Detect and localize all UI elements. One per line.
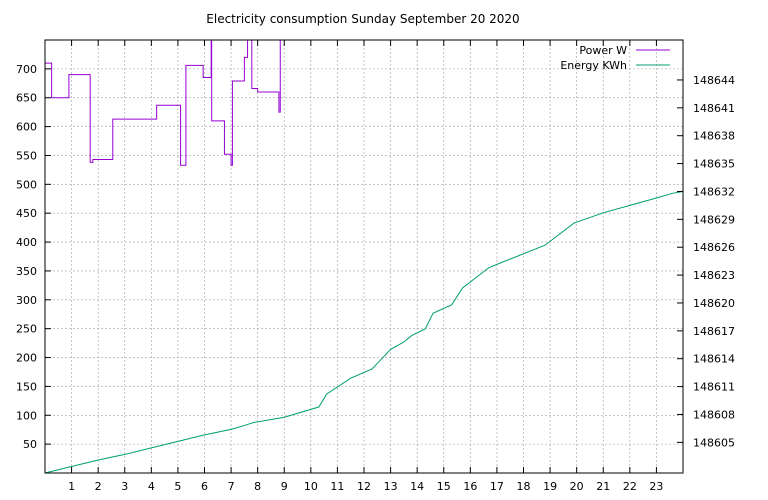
x-tick-label: 11: [330, 480, 344, 493]
left-y-tick-label: 300: [16, 294, 37, 307]
x-tick-label: 14: [410, 480, 424, 493]
left-y-tick-label: 50: [23, 438, 37, 451]
x-tick-label: 13: [384, 480, 398, 493]
right-y-tick-label: 148614: [693, 353, 735, 366]
right-y-tick-label: 148644: [693, 74, 735, 87]
x-tick-label: 3: [121, 480, 128, 493]
right-y-tick-label: 148623: [693, 269, 735, 282]
x-tick-label: 10: [304, 480, 318, 493]
energy-kwh-series-line: [44, 190, 684, 474]
gridlines: [45, 40, 683, 473]
left-y-tick-label: 150: [16, 380, 37, 393]
right-y-tick-label: 148632: [693, 185, 735, 198]
x-axis: 1 2 3 4 5 6 7 8 9 10 11 12 13 14 15 16 17 18 19 20 21 22 23: [68, 40, 663, 493]
x-tick-label: 5: [174, 480, 181, 493]
x-tick-label: 6: [201, 480, 208, 493]
right-y-tick-label: 148617: [693, 325, 735, 338]
left-y-axis: 50 100 150 200 250 300 350 400 450 500 550 600 650 70…: [16, 63, 51, 451]
left-y-tick-label: 200: [16, 352, 37, 365]
left-y-tick-label: 700: [16, 63, 37, 76]
right-y-tick-label: 148629: [693, 213, 735, 226]
left-y-tick-label: 450: [16, 207, 37, 220]
x-tick-label: 20: [570, 480, 584, 493]
right-y-tick-label: 148626: [693, 241, 735, 254]
x-tick-label: 19: [543, 480, 557, 493]
x-tick-label: 9: [281, 480, 288, 493]
right-y-tick-label: 148638: [693, 130, 735, 143]
left-y-tick-label: 350: [16, 265, 37, 278]
left-y-tick-label: 400: [16, 236, 37, 249]
x-tick-label: 15: [437, 480, 451, 493]
right-y-tick-label: 148620: [693, 297, 735, 310]
x-tick-label: 7: [228, 480, 235, 493]
right-y-tick-label: 148635: [693, 158, 735, 171]
right-y-tick-label: 148641: [693, 102, 735, 115]
x-tick-label: 22: [623, 480, 637, 493]
left-y-tick-label: 600: [16, 121, 37, 134]
right-y-tick-label: 148611: [693, 381, 735, 394]
left-y-tick-label: 500: [16, 178, 37, 191]
left-y-tick-label: 550: [16, 149, 37, 162]
x-tick-label: 2: [95, 480, 102, 493]
x-tick-label: 17: [490, 480, 504, 493]
power-w-series-line: [45, 39, 281, 166]
left-y-tick-label: 100: [16, 409, 37, 422]
x-tick-label: 16: [463, 480, 477, 493]
x-tick-label: 18: [517, 480, 531, 493]
chart-title: Electricity consumption Sunday September…: [206, 12, 519, 26]
x-tick-label: 1: [68, 480, 75, 493]
x-tick-label: 21: [596, 480, 610, 493]
x-tick-label: 8: [254, 480, 261, 493]
x-tick-label: 4: [148, 480, 155, 493]
left-y-tick-label: 250: [16, 323, 37, 336]
right-y-tick-label: 148605: [693, 436, 735, 449]
legend: Power W Energy KWh: [560, 44, 670, 72]
right-y-axis: 148605 148608 148611 148614 148617 148620 1486…: [677, 74, 735, 449]
right-y-tick-label: 148608: [693, 408, 735, 421]
x-tick-label: 23: [649, 480, 663, 493]
x-tick-label: 12: [357, 480, 371, 493]
power-w-legend-label: Power W: [579, 44, 627, 57]
left-y-tick-label: 650: [16, 92, 37, 105]
energy-kwh-legend-label: Energy KWh: [560, 59, 627, 72]
